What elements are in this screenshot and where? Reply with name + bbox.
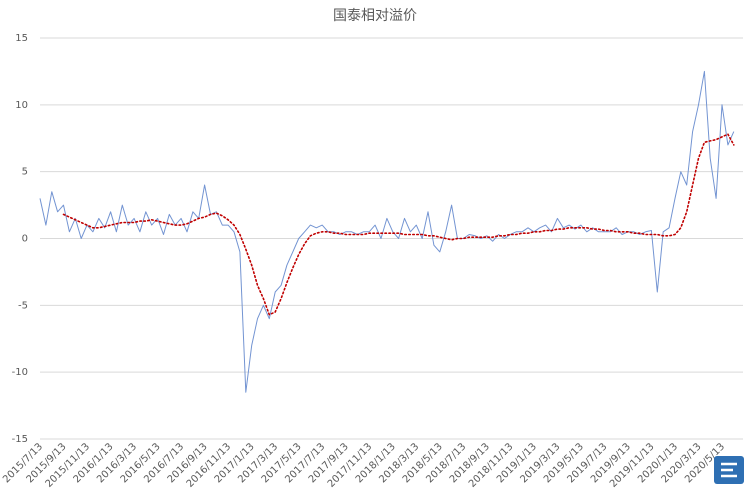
watermark [714, 456, 744, 484]
y-tick-label: 10 [15, 100, 28, 111]
y-tick-label: -5 [18, 300, 28, 311]
chart-title: 国泰相对溢价 [333, 8, 417, 24]
y-tick-label: 15 [15, 33, 28, 44]
y-tick-label: 0 [22, 234, 28, 245]
y-tick-label: -10 [12, 367, 28, 378]
y-tick-label: 5 [22, 167, 28, 178]
series-line [62, 133, 735, 316]
series-line [39, 70, 735, 393]
y-tick-label: -15 [12, 434, 28, 445]
watermark-glyph [721, 462, 737, 478]
